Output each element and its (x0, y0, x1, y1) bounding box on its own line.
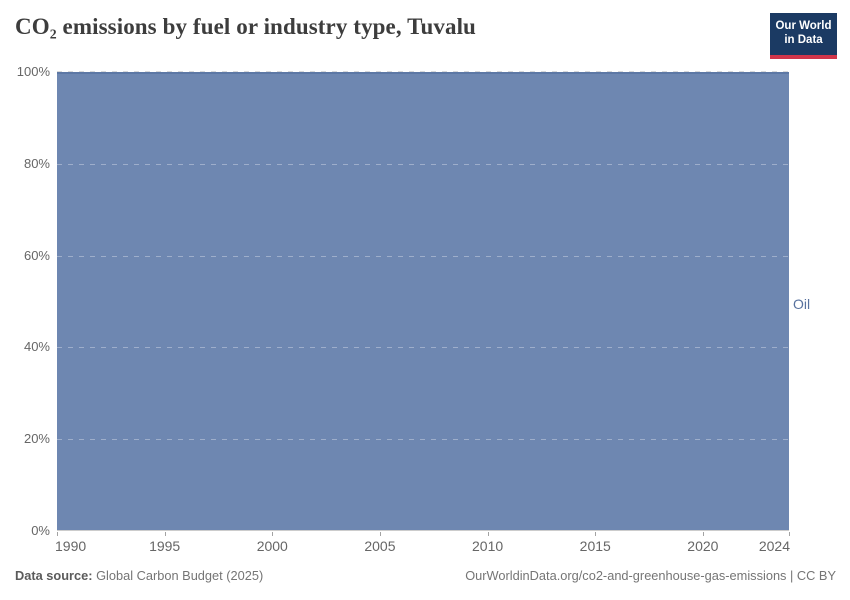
y-tick-label: 0% (31, 523, 50, 538)
owid-logo[interactable]: Our World in Data (770, 13, 837, 59)
data-source: Data source: Global Carbon Budget (2025) (15, 568, 263, 583)
y-tick-label: 20% (23, 431, 50, 447)
owid-logo-line2: in Data (784, 34, 823, 46)
series-label-oil: Oil (793, 296, 811, 312)
x-tick-mark (789, 532, 790, 536)
gridline-100pct (57, 71, 789, 72)
gridline (57, 347, 789, 349)
x-tick-mark (272, 532, 274, 536)
gridline (57, 163, 789, 165)
data-source-label: Data source: (15, 568, 93, 583)
y-tick-label: 40% (23, 339, 50, 355)
y-tick-label: 80% (23, 155, 50, 171)
oil-area-series[interactable] (57, 72, 789, 530)
y-tick-label: 60% (23, 247, 50, 263)
chart-title: CO₂ emissions by fuel or industry type, … (15, 14, 476, 39)
owid-logo-line1: Our World (775, 20, 832, 33)
y-tick-label: 100% (16, 64, 50, 79)
gridline (57, 255, 789, 257)
x-tick-mark (487, 532, 489, 536)
data-source-value: Global Carbon Budget (2025) (92, 568, 264, 583)
credit-link[interactable]: OurWorldinData.org/co2-and-greenhouse-ga… (465, 568, 836, 583)
x-tick-mark (595, 532, 597, 536)
x-tick-mark (702, 532, 704, 536)
plot-area[interactable] (57, 71, 789, 531)
gridline (57, 439, 789, 441)
x-tick-mark (57, 532, 58, 536)
x-tick-label: 2010 (472, 538, 504, 554)
x-tick-label: 2015 (579, 538, 611, 554)
x-tick-label: 2020 (687, 538, 719, 554)
x-tick-label: 2000 (256, 538, 288, 554)
x-tick-mark (379, 532, 381, 536)
x-tick-label: 1990 (55, 538, 87, 554)
x-tick-mark (164, 532, 166, 536)
x-tick-label: 1995 (149, 538, 181, 554)
chart-footer: Data source: Global Carbon Budget (2025)… (15, 568, 836, 583)
x-tick-label: 2005 (364, 538, 396, 554)
x-tick-label: 2024 (758, 538, 790, 554)
